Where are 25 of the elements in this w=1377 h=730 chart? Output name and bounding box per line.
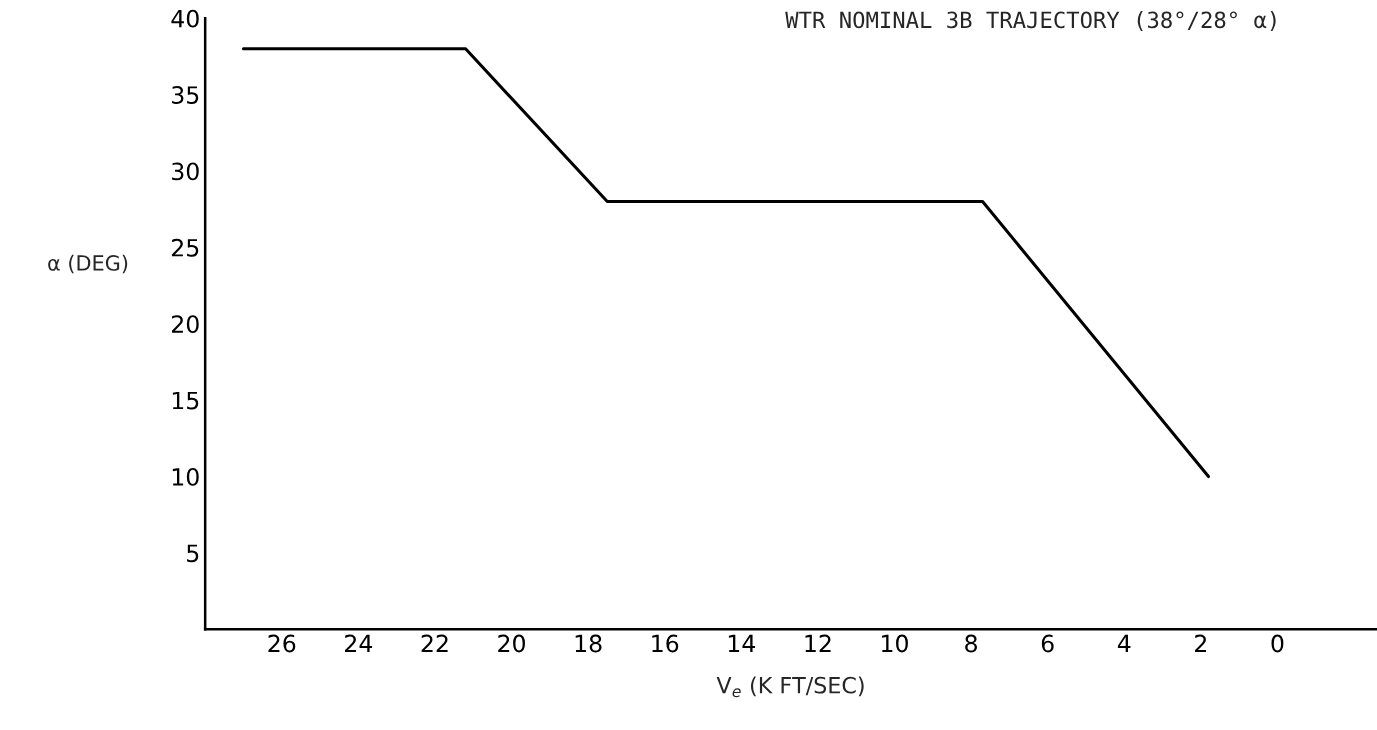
- x-tick-label: 4: [1117, 634, 1131, 653]
- y-tick-label: 20: [172, 315, 199, 334]
- y-tick-label: 35: [172, 86, 199, 104]
- y-tick-label: 30: [172, 162, 199, 181]
- x-tick-label: 24: [345, 634, 373, 653]
- x-tick-label: 2: [1195, 634, 1206, 653]
- y-tick-label: 5: [187, 544, 199, 563]
- x-tick-label: 18: [575, 634, 602, 653]
- x-tick-label: 20: [498, 634, 525, 653]
- x-tick-label: 8: [965, 634, 977, 653]
- x-tick-label: 12: [805, 634, 831, 653]
- x-tick-label: 6: [1041, 634, 1054, 653]
- y-tick-label: 25: [172, 238, 199, 257]
- x-tick-label: 10: [882, 634, 908, 653]
- y-tick-label: 10: [172, 467, 199, 486]
- x-tick-label: 22: [421, 634, 448, 653]
- x-tick-label: 14: [728, 634, 755, 653]
- y-axis-title: α (DEG): [48, 254, 128, 274]
- x-axis-title: V$_{e}$ (K FT/SEC): [716, 676, 864, 698]
- x-tick-label: 26: [268, 634, 296, 653]
- x-tick-label: 16: [652, 634, 679, 653]
- chart-title: WTR NOMINAL 3B TRAJECTORY (38°/28° α): [785, 11, 1276, 31]
- y-tick-label: 40: [171, 9, 199, 28]
- x-tick-label: 0: [1271, 634, 1284, 653]
- y-tick-label: 15: [172, 391, 199, 410]
